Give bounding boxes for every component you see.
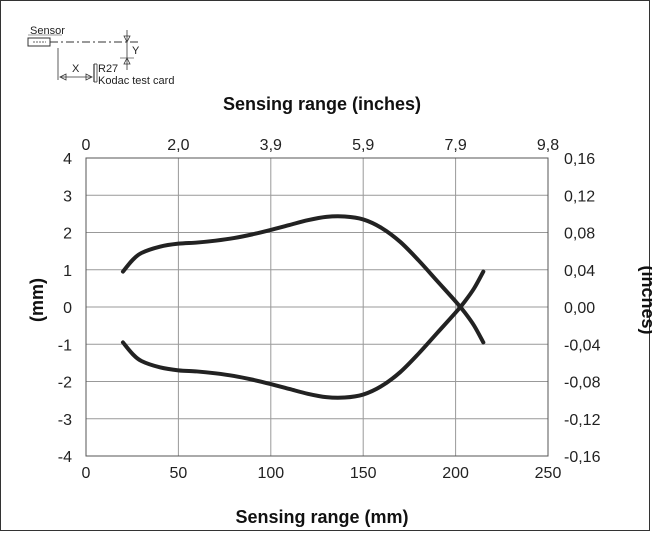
y-axis-ticks: 4 3 2 1 0 -1 -2 -3 -4 <box>58 151 72 466</box>
gridlines <box>85 157 549 457</box>
test-card-label: Kodac test card <box>98 75 174 87</box>
plot-area <box>85 157 549 457</box>
top-tick-label: 0 <box>82 137 91 154</box>
y-tick-label: 1 <box>63 263 72 280</box>
x-axis-title: Sensing range (mm) <box>235 507 408 527</box>
x-tick-label: 100 <box>257 465 284 482</box>
right-tick-label: -0,04 <box>564 337 601 354</box>
right-axis-ticks: 0,16 0,12 0,08 0,04 0,00 -0,04 -0,08 -0,12 -0,16 <box>564 151 601 466</box>
x-tick-label: 150 <box>350 465 377 482</box>
y-tick-label: 3 <box>63 188 72 205</box>
right-tick-label: 0,08 <box>564 226 595 243</box>
top-axis-ticks: 0 2,0 3,9 5,9 7,9 9,8 <box>82 137 560 154</box>
x-dimension-label: X <box>72 63 80 75</box>
x-axis-ticks: 0 50 100 150 200 250 <box>82 465 562 482</box>
y-tick-label: -2 <box>58 375 72 392</box>
y-dimension-label: Y <box>132 45 140 57</box>
y-tick-label: -3 <box>58 412 72 429</box>
x-tick-label: 200 <box>442 465 469 482</box>
top-tick-label: 2,0 <box>167 137 189 154</box>
right-tick-label: -0,12 <box>564 412 601 429</box>
series-line-2 <box>120 269 486 400</box>
right-tick-label: -0,16 <box>564 449 601 466</box>
sensor-label: Sensor <box>30 25 65 37</box>
series-line-1 <box>120 214 486 345</box>
y-tick-label: 4 <box>63 151 72 168</box>
right-tick-label: 0,00 <box>564 300 595 317</box>
y-tick-label: 2 <box>63 226 72 243</box>
x-tick-label: 250 <box>535 465 562 482</box>
x-tick-label: 0 <box>82 465 91 482</box>
right-tick-label: -0,08 <box>564 375 601 392</box>
right-tick-label: 0,12 <box>564 188 595 205</box>
top-tick-label: 7,9 <box>444 137 466 154</box>
y-tick-label: -4 <box>58 449 72 466</box>
top-axis-title: Sensing range (inches) <box>223 94 421 114</box>
right-tick-label: 0,04 <box>564 263 595 280</box>
top-tick-label: 9,8 <box>537 137 559 154</box>
top-tick-label: 3,9 <box>260 137 282 154</box>
y-tick-label: 0 <box>63 300 72 317</box>
top-tick-label: 5,9 <box>352 137 374 154</box>
x-tick-label: 50 <box>170 465 188 482</box>
right-axis-title: (Inches) <box>638 265 652 334</box>
series-group <box>120 214 486 400</box>
setup-diagram: Sensor X R27 Kodac test card Y <box>27 25 174 87</box>
y-axis-title: (mm) <box>27 278 47 322</box>
right-tick-label: 0,16 <box>564 151 595 168</box>
reflector-label: R27 <box>98 63 118 75</box>
y-tick-label: -1 <box>58 337 72 354</box>
